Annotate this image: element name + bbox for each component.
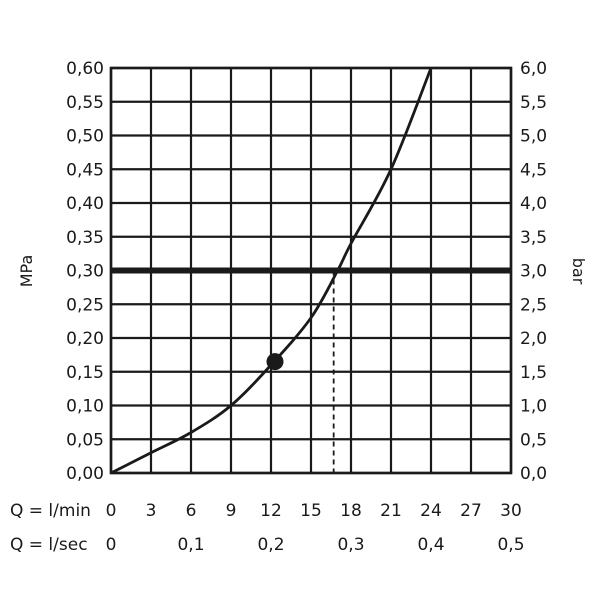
x-tick-label: 9 xyxy=(226,501,237,521)
x-tick-label: 0,3 xyxy=(337,535,364,555)
right-tick-label: 5,5 xyxy=(520,93,547,113)
left-tick-label: 0,50 xyxy=(66,127,104,147)
x-tick-labels: Q = l/min 0 3 6 9 12 15 18 21 24 27 30 Q = l/sec 0 0,1… xyxy=(10,501,525,555)
left-tick-label: 0,05 xyxy=(66,430,104,450)
right-tick-label: 5,0 xyxy=(520,127,547,147)
x-tick-label: 0 xyxy=(106,501,117,521)
operating-point-marker xyxy=(266,353,284,371)
left-tick-label: 0,00 xyxy=(66,464,104,484)
left-tick-label: 0,10 xyxy=(66,397,104,417)
right-tick-label: 2,5 xyxy=(520,295,547,315)
right-tick-label: 3,5 xyxy=(520,228,547,248)
right-tick-label: 1,5 xyxy=(520,363,547,383)
x-tick-label: 15 xyxy=(300,501,322,521)
x-tick-label: 0,2 xyxy=(257,535,284,555)
left-tick-label: 0,35 xyxy=(66,228,104,248)
x-tick-label: 12 xyxy=(260,501,282,521)
right-axis-title: bar xyxy=(569,258,588,285)
x-tick-label: 0,5 xyxy=(497,535,524,555)
right-tick-label: 4,0 xyxy=(520,194,547,214)
right-tick-label: 1,0 xyxy=(520,397,547,417)
right-tick-label: 4,5 xyxy=(520,160,547,180)
left-tick-label: 0,30 xyxy=(66,262,104,282)
right-tick-label: 0,0 xyxy=(520,464,547,484)
x-tick-label: 30 xyxy=(500,501,522,521)
left-tick-label: 0,60 xyxy=(66,59,104,79)
right-tick-label: 6,0 xyxy=(520,59,547,79)
x-tick-label: 3 xyxy=(146,501,157,521)
x-tick-label: 6 xyxy=(186,501,197,521)
series-layer xyxy=(110,67,433,475)
y-tick-labels: 0,00 0,05 0,10 0,15 0,20 0,25 0,30 0,35 0,40 0,45… xyxy=(66,59,547,484)
x-tick-label: 21 xyxy=(380,501,402,521)
left-tick-label: 0,25 xyxy=(66,295,104,315)
x-tick-label: 24 xyxy=(420,501,442,521)
right-tick-label: 2,0 xyxy=(520,329,547,349)
left-tick-label: 0,45 xyxy=(66,160,104,180)
right-tick-label: 3,0 xyxy=(520,262,547,282)
x-tick-label: 0 xyxy=(106,535,117,555)
x-row-label: Q = l/sec xyxy=(10,535,88,555)
x-tick-label: 0,4 xyxy=(417,535,444,555)
x-tick-label: 18 xyxy=(340,501,362,521)
x-tick-label: 0,1 xyxy=(177,535,204,555)
left-tick-label: 0,20 xyxy=(66,329,104,349)
x-row-label: Q = l/min xyxy=(10,501,91,521)
x-tick-label: 27 xyxy=(460,501,482,521)
left-tick-label: 0,55 xyxy=(66,93,104,113)
reference-layer xyxy=(111,267,511,473)
right-tick-label: 0,5 xyxy=(520,430,547,450)
flow-curve xyxy=(110,67,433,475)
left-tick-label: 0,40 xyxy=(66,194,104,214)
left-axis-title: MPa xyxy=(17,255,36,288)
left-tick-label: 0,15 xyxy=(66,363,104,383)
